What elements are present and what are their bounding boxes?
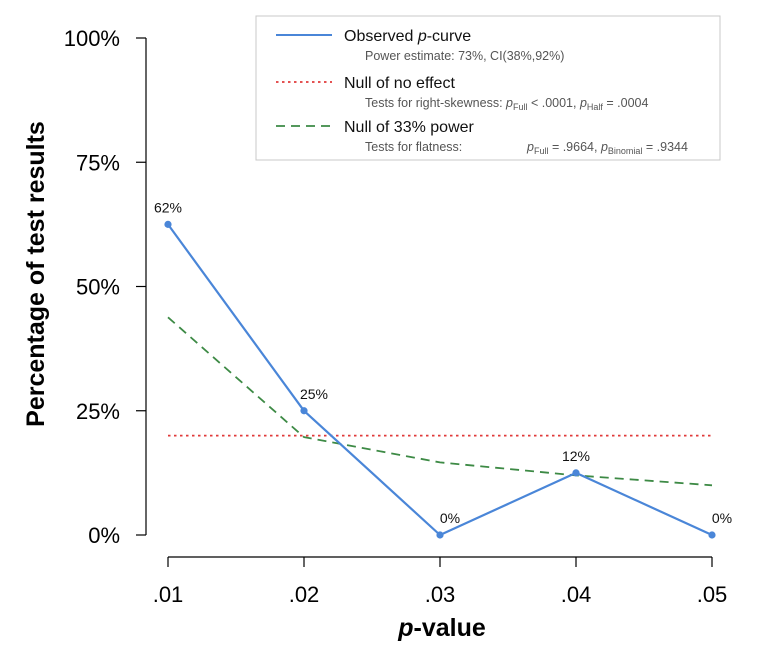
data-label: 0%: [712, 510, 732, 526]
data-labels-layer: 62% 25% 0% 12% 0%: [154, 199, 732, 526]
data-point: [572, 469, 580, 477]
legend-label-observed: Observed p-curve: [344, 28, 471, 45]
data-label: 0%: [440, 510, 460, 526]
x-tick-label: .05: [697, 582, 728, 607]
y-axis: 0% 25% 50% 75% 100%: [64, 26, 147, 548]
series-line-observed: [167, 223, 713, 537]
data-label: 25%: [300, 386, 328, 402]
data-point: [300, 407, 308, 415]
legend-sub-observed: Power estimate: 73%, CI(38%,92%): [365, 49, 564, 63]
data-point: [164, 220, 172, 228]
data-point: [708, 531, 716, 539]
x-tick-label: .04: [561, 582, 592, 607]
data-label: 12%: [562, 448, 590, 464]
legend-label-null-33: Null of 33% power: [344, 119, 475, 136]
y-tick-label: 100%: [64, 26, 120, 51]
legend-box: [255, 15, 721, 161]
y-tick-label: 75%: [76, 150, 120, 175]
series-line-null_33: [167, 316, 713, 487]
series-layer: [167, 223, 713, 537]
x-tick-label: .03: [425, 582, 456, 607]
legend-sub-no-effect: Tests for right-skewness: pFull < .0001,…: [365, 96, 649, 112]
y-tick-label: 50%: [76, 275, 120, 300]
x-axis-title: p-value: [397, 614, 486, 642]
data-point: [436, 531, 444, 539]
x-tick-label: .02: [289, 582, 320, 607]
legend-label-no-effect: Null of no effect: [344, 75, 455, 92]
y-axis-title: Percentage of test results: [22, 121, 50, 427]
legend: Observed p-curve Power estimate: 73%, CI…: [255, 15, 721, 161]
data-label: 62%: [154, 199, 182, 215]
points-layer: [164, 220, 716, 539]
legend-sub-null-33-stats: pFull = .9664, pBinomial = .9344: [526, 140, 688, 156]
y-tick-label: 25%: [76, 399, 120, 424]
x-axis: .01 .02 .03 .04 .05: [153, 556, 728, 607]
x-tick-label: .01: [153, 582, 184, 607]
legend-sub-null-33: Tests for flatness:: [365, 140, 462, 154]
y-tick-label: 0%: [88, 523, 120, 548]
